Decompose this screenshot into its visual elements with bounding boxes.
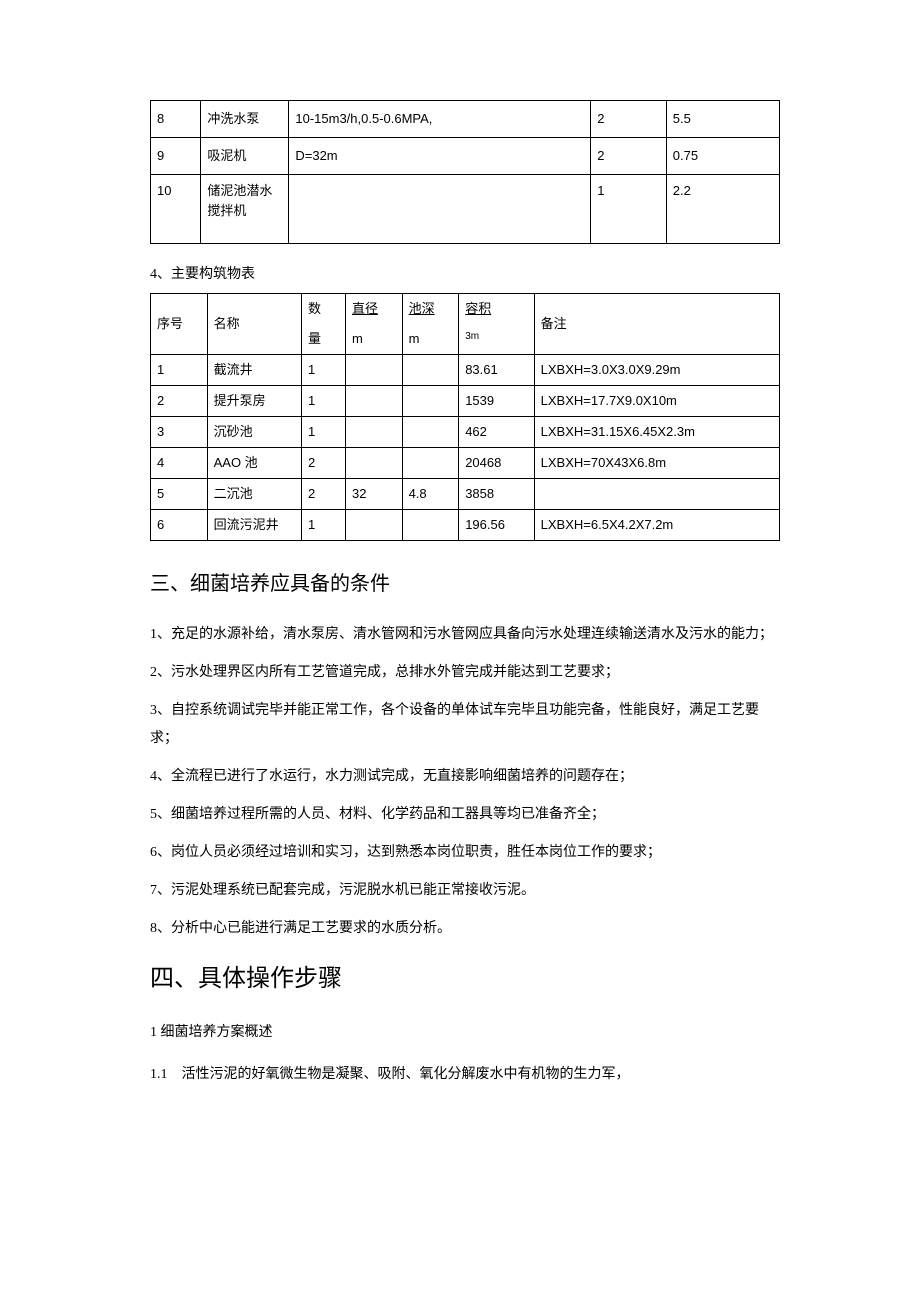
- cell: 1: [301, 417, 345, 448]
- table-header-row: 序号 名称 数 直径 池深 容积 备注: [151, 294, 780, 325]
- table-row: 10 储泥池潜水搅拌机 1 2.2: [151, 175, 780, 244]
- list-item: 3、自控系统调试完毕并能正常工作，各个设备的单体试车完毕且功能完备，性能良好，满…: [150, 697, 780, 753]
- cell-power: 0.75: [666, 138, 779, 175]
- cell: [345, 448, 402, 479]
- cell: 4: [151, 448, 208, 479]
- col-name-header: 名称: [207, 294, 301, 355]
- cell: 196.56: [459, 510, 534, 541]
- table-row: 2 提升泵房 1 1539 LXBXH=17.7X9.0X10m: [151, 386, 780, 417]
- cell-seq: 9: [151, 138, 201, 175]
- col-depth-header-top: 池深: [402, 294, 459, 325]
- cell-spec: [289, 175, 591, 244]
- cell: 2: [151, 386, 208, 417]
- col-qty-header-top: 数: [301, 294, 345, 325]
- cell: 462: [459, 417, 534, 448]
- col-vol-header-bot: 3m: [459, 324, 534, 355]
- cell-power: 5.5: [666, 101, 779, 138]
- cell: [402, 510, 459, 541]
- cell: 4.8: [402, 479, 459, 510]
- table-row: 5 二沉池 2 32 4.8 3858: [151, 479, 780, 510]
- cell: [402, 355, 459, 386]
- list-item: 8、分析中心已能进行满足工艺要求的水质分析。: [150, 915, 780, 943]
- cell: 5: [151, 479, 208, 510]
- cell: [345, 417, 402, 448]
- cell: 1: [301, 510, 345, 541]
- table-row: 9 吸泥机 D=32m 2 0.75: [151, 138, 780, 175]
- col-dia-header-top: 直径: [345, 294, 402, 325]
- list-item: 2、污水处理界区内所有工艺管道完成，总排水外管完成并能达到工艺要求；: [150, 659, 780, 687]
- list-item: 7、污泥处理系统已配套完成，污泥脱水机已能正常接收污泥。: [150, 877, 780, 905]
- cell: 沉砂池: [207, 417, 301, 448]
- col-depth-header-bot: m: [402, 324, 459, 355]
- cell-qty: 1: [591, 175, 666, 244]
- equipment-table: 8 冲洗水泵 10-15m3/h,0.5-0.6MPA, 2 5.5 9 吸泥机…: [150, 100, 780, 244]
- paragraph-1-1: 1.1 活性污泥的好氧微生物是凝聚、吸附、氧化分解废水中有机物的生力军，: [150, 1061, 780, 1089]
- list-item: 4、全流程已进行了水运行，水力测试完成，无直接影响细菌培养的问题存在；: [150, 763, 780, 791]
- cell-name: 冲洗水泵: [201, 101, 289, 138]
- cell: 1: [301, 355, 345, 386]
- table2-caption: 4、主要构筑物表: [150, 264, 780, 285]
- section3-heading: 三、细菌培养应具备的条件: [150, 569, 780, 599]
- cell: 83.61: [459, 355, 534, 386]
- cell: LXBXH=6.5X4.2X7.2m: [534, 510, 779, 541]
- cell-seq: 8: [151, 101, 201, 138]
- cell: 回流污泥井: [207, 510, 301, 541]
- cell: [402, 448, 459, 479]
- col-qty-header-bot: 量: [301, 324, 345, 355]
- cell: 3858: [459, 479, 534, 510]
- cell: 1539: [459, 386, 534, 417]
- cell: 2: [301, 479, 345, 510]
- cell: AAO 池: [207, 448, 301, 479]
- table-row: 3 沉砂池 1 462 LXBXH=31.15X6.45X2.3m: [151, 417, 780, 448]
- cell-seq: 10: [151, 175, 201, 244]
- col-dia-header-bot: m: [345, 324, 402, 355]
- cell-qty: 2: [591, 101, 666, 138]
- cell: 6: [151, 510, 208, 541]
- cell-name: 储泥池潜水搅拌机: [201, 175, 289, 244]
- cell: LXBXH=31.15X6.45X2.3m: [534, 417, 779, 448]
- table-row: 6 回流污泥井 1 196.56 LXBXH=6.5X4.2X7.2m: [151, 510, 780, 541]
- list-item: 6、岗位人员必须经过培训和实习，达到熟悉本岗位职责，胜任本岗位工作的要求；: [150, 839, 780, 867]
- para-text: 活性污泥的好氧微生物是凝聚、吸附、氧化分解废水中有机物的生力军，: [182, 1067, 630, 1082]
- table-row: 1 截流井 1 83.61 LXBXH=3.0X3.0X9.29m: [151, 355, 780, 386]
- cell: 32: [345, 479, 402, 510]
- cell-name: 吸泥机: [201, 138, 289, 175]
- table-row: 4 AAO 池 2 20468 LXBXH=70X43X6.8m: [151, 448, 780, 479]
- cell: LXBXH=17.7X9.0X10m: [534, 386, 779, 417]
- cell: [345, 386, 402, 417]
- section4-heading: 四、具体操作步骤: [150, 961, 780, 997]
- cell: 3: [151, 417, 208, 448]
- structures-table: 序号 名称 数 直径 池深 容积 备注 量 m m 3m 1 截流井 1 83.…: [150, 293, 780, 541]
- list-item: 5、细菌培养过程所需的人员、材料、化学药品和工器具等均已准备齐全；: [150, 801, 780, 829]
- list-item: 1、充足的水源补给，清水泵房、清水管网和污水管网应具备向污水处理连续输送清水及污…: [150, 621, 780, 649]
- cell: 20468: [459, 448, 534, 479]
- para-label: 1.1: [150, 1067, 168, 1082]
- cell: [345, 510, 402, 541]
- cell: [402, 417, 459, 448]
- col-remark-header: 备注: [534, 294, 779, 355]
- col-vol-header-top: 容积: [459, 294, 534, 325]
- cell: LXBXH=70X43X6.8m: [534, 448, 779, 479]
- cell: [402, 386, 459, 417]
- cell: LXBXH=3.0X3.0X9.29m: [534, 355, 779, 386]
- cell-power: 2.2: [666, 175, 779, 244]
- cell: [534, 479, 779, 510]
- cell: 2: [301, 448, 345, 479]
- cell: 1: [301, 386, 345, 417]
- cell: [345, 355, 402, 386]
- cell: 截流井: [207, 355, 301, 386]
- cell: 1: [151, 355, 208, 386]
- sub-heading-1: 1 细菌培养方案概述: [150, 1019, 780, 1047]
- table-row: 8 冲洗水泵 10-15m3/h,0.5-0.6MPA, 2 5.5: [151, 101, 780, 138]
- cell-spec: D=32m: [289, 138, 591, 175]
- cell: 提升泵房: [207, 386, 301, 417]
- cell-spec: 10-15m3/h,0.5-0.6MPA,: [289, 101, 591, 138]
- cell-qty: 2: [591, 138, 666, 175]
- col-seq-header: 序号: [151, 294, 208, 355]
- cell: 二沉池: [207, 479, 301, 510]
